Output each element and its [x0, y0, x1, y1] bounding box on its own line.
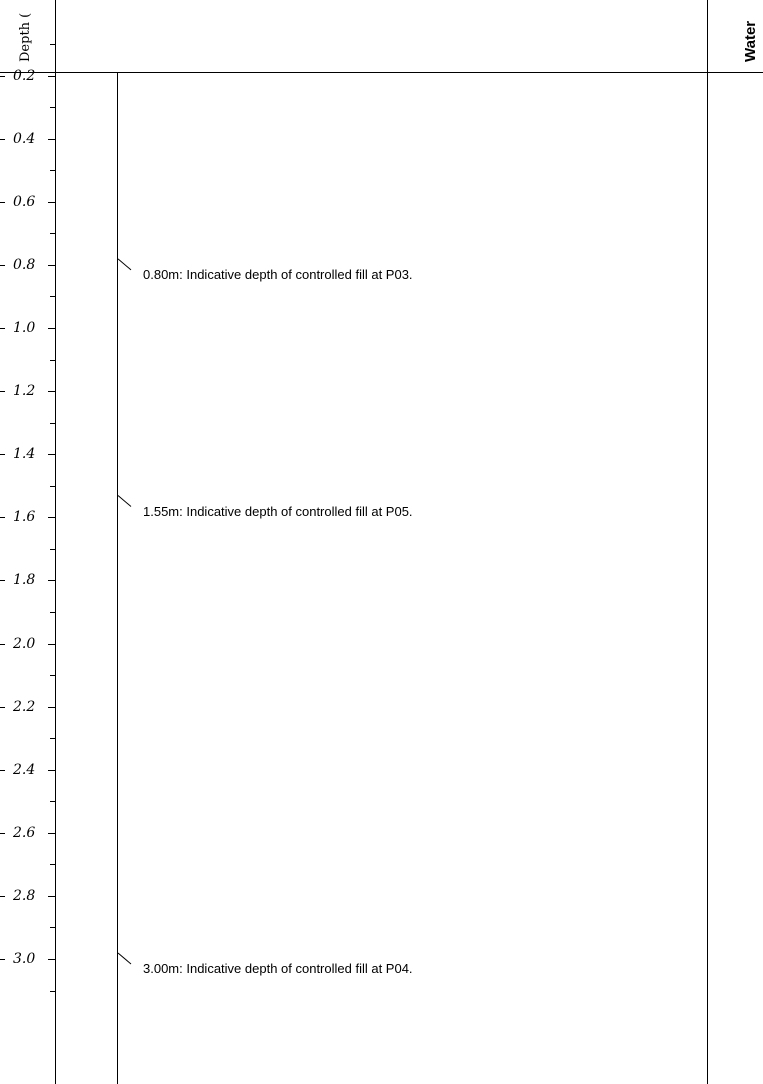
annotation-leader-line: [117, 952, 132, 965]
depth-ticks: [0, 44, 55, 992]
annotation-leader-line: [117, 495, 132, 507]
depth-tick-label: 2.0: [13, 635, 36, 652]
depth-tick-label: 1.6: [13, 509, 36, 526]
depth-tick-label: 2.8: [13, 887, 36, 904]
depth-tick-label: 2.6: [13, 824, 36, 841]
annotation-text: 3.00m: Indicative depth of controlled fi…: [143, 961, 413, 976]
depth-tick-label: 0.4: [13, 130, 36, 147]
depth-tick-label: 0.8: [13, 256, 36, 273]
annotation-leaders: [117, 258, 132, 965]
depth-tick-label: 1.8: [13, 572, 36, 589]
depth-tick-label: 2.2: [13, 698, 36, 715]
depth-tick-label: 0.2: [13, 67, 36, 84]
annotation-text: 0.80m: Indicative depth of controlled fi…: [143, 266, 413, 282]
depth-tick-label: 3.0: [13, 951, 36, 967]
depth-header-label: Depth (: [18, 12, 33, 62]
depth-header: Depth (: [0, 0, 50, 72]
annotation-text: 1.55m: Indicative depth of controlled fi…: [143, 503, 413, 519]
depth-tick-label: 1.0: [13, 320, 36, 336]
water-header-label: Water: [742, 20, 759, 62]
depth-tick-label: 2.4: [13, 761, 36, 778]
depth-tick-label: 1.2: [13, 383, 36, 400]
annotation-leader-line: [117, 258, 132, 271]
depth-tick-label: 1.4: [13, 446, 36, 463]
depth-tick-label: 0.6: [13, 193, 36, 210]
